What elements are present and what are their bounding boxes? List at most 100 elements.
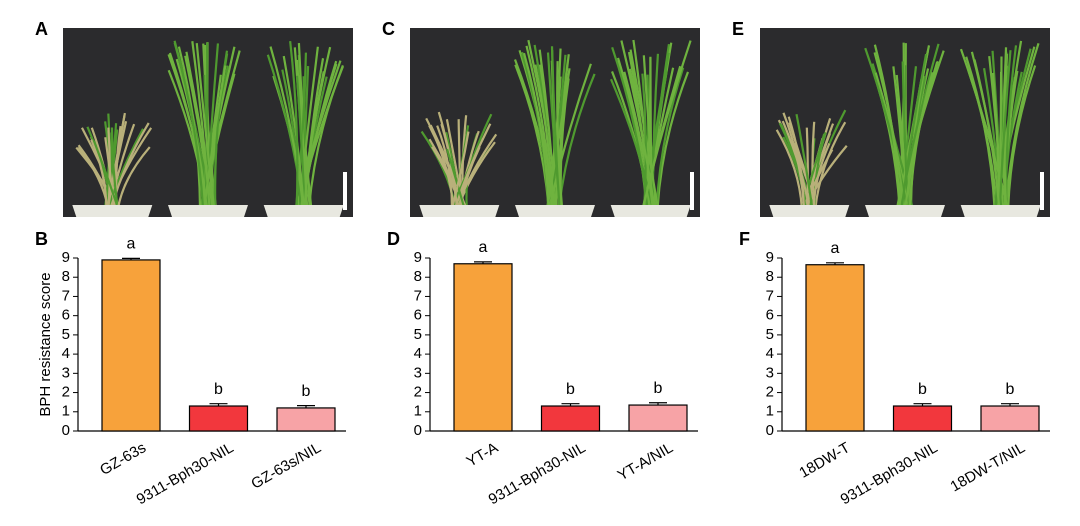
y-tick-label: 3 [414,364,422,381]
y-tick-label: 5 [62,326,70,343]
leaf [92,140,120,209]
y-tick-label: 1 [414,403,422,420]
pot [610,205,691,217]
bar [540,405,601,432]
leaf [522,52,550,209]
pot [419,205,500,217]
bar [101,259,161,432]
bar [892,405,953,432]
bar [276,407,336,432]
bar [805,264,865,432]
leaf [269,46,305,209]
y-tick-label: 4 [62,345,70,362]
x-tick-label: 18DW-T [796,439,853,482]
photo [410,28,700,217]
leaf [611,46,649,209]
leaf [998,50,1012,209]
significance-label: b [1006,381,1015,398]
panel-label: F [739,229,750,249]
pot [865,205,945,217]
x-tick-label: GZ-63s [97,439,149,479]
leaf [525,45,554,209]
leaf [1004,42,1040,209]
leaf [203,65,227,209]
panel-label: E [732,19,744,39]
leaf [445,148,466,209]
y-tick-label: 2 [414,384,422,401]
pot [72,205,153,217]
leaf [973,59,1001,209]
y-tick-label: 5 [766,326,774,343]
pot [263,205,344,217]
leaf [116,146,151,209]
panel-label: A [35,19,48,39]
pot [168,205,248,217]
leaf [195,42,216,209]
pot [515,205,595,217]
leaf [289,40,299,209]
significance-label: a [127,236,136,253]
leaf [110,127,119,209]
y-tick-label: 7 [766,287,774,304]
y-tick-label: 2 [766,384,774,401]
bar [188,405,249,432]
y-tick-label: 7 [414,287,422,304]
leaf [90,139,108,209]
x-tick-label: YT-A/NIL [615,439,676,484]
leaf [620,40,656,209]
significance-label: b [302,383,311,400]
y-tick-label: 4 [414,345,422,362]
y-tick-label: 6 [766,307,774,324]
pot [960,205,1041,217]
leaf [967,70,1009,209]
pot [769,205,850,217]
bar [980,405,1040,432]
x-tick-label: YT-A [464,439,501,470]
leaf [451,131,470,209]
significance-label: a [479,239,488,256]
y-tick-label: 7 [62,287,70,304]
y-tick-label: 9 [62,249,70,266]
panel-label: B [35,229,48,249]
leaf [173,42,205,209]
y-tick-label: 0 [766,422,774,439]
y-tick-label: 3 [766,364,774,381]
panel-label: D [387,229,400,249]
y-tick-label: 1 [62,403,70,420]
significance-label: b [214,381,223,398]
y-tick-label: 8 [62,268,70,285]
y-tick-label: 6 [414,307,422,324]
x-tick-label: 9311-Bph30-NIL [486,439,589,508]
leaf [295,75,306,209]
leaf [775,129,803,209]
y-tick-label: 2 [62,384,70,401]
y-tick-label: 6 [62,307,70,324]
leaf [900,53,928,209]
leaf [534,64,556,209]
y-tick-label: 5 [414,326,422,343]
leaf [551,50,561,209]
panel-label: C [382,19,395,39]
leaf [107,128,144,209]
leaf [185,51,214,209]
significance-label: b [566,381,575,398]
y-tick-label: 0 [62,422,70,439]
leaf [454,123,492,209]
y-tick-label: 9 [414,249,422,266]
photo [760,28,1050,217]
y-tick-label: 9 [766,249,774,266]
leaf [904,61,939,209]
leaf [795,113,814,209]
leaf [609,78,654,209]
leaf [110,122,150,209]
leaf [167,69,209,209]
leaf [991,72,1001,209]
x-tick-label: 9311-Bph30-NIL [838,439,941,508]
y-axis-label: BPH resistance score [37,272,54,416]
leaf [642,40,692,209]
photo [63,28,353,217]
y-tick-label: 0 [414,422,422,439]
leaf [303,58,325,209]
x-tick-label: 18DW-T/NIL [948,439,1028,495]
